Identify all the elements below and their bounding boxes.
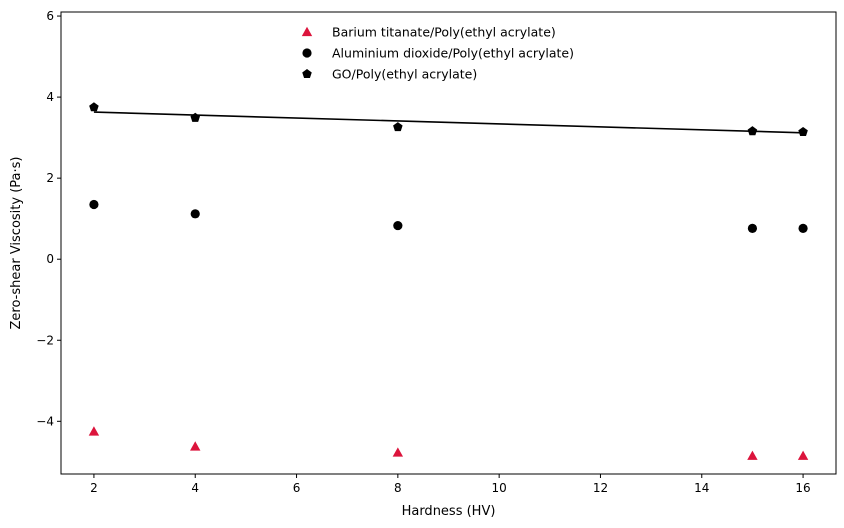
data-marks xyxy=(88,102,809,460)
point-aluminium-dioxide-poly-ethyl-acrylate xyxy=(393,220,403,231)
y-tick-label: 6 xyxy=(46,9,54,23)
legend-label: Aluminium dioxide/Poly(ethyl acrylate) xyxy=(332,46,574,61)
x-tick-label: 6 xyxy=(293,481,301,495)
point-barium-titanate-poly-ethyl-acrylate xyxy=(88,426,100,436)
x-tick-label: 10 xyxy=(492,481,507,495)
point-go-poly-ethyl-acrylate xyxy=(190,112,200,122)
point-aluminium-dioxide-poly-ethyl-acrylate xyxy=(190,209,200,219)
legend-marker-aluminium-dioxide-poly-ethyl-acrylate xyxy=(302,48,312,58)
y-axis-label: Zero-shear Viscosity (Pa·s) xyxy=(9,157,24,330)
point-barium-titanate-poly-ethyl-acrylate xyxy=(797,450,809,460)
x-tick-label: 8 xyxy=(394,481,402,495)
legend-marker-go-poly-ethyl-acrylate xyxy=(302,69,312,79)
legend-marker-barium-titanate-poly-ethyl-acrylate xyxy=(301,26,313,37)
legend: Barium titanate/Poly(ethyl acrylate) Alum… xyxy=(301,25,574,82)
legend-label: GO/Poly(ethyl acrylate) xyxy=(332,67,477,82)
point-barium-titanate-poly-ethyl-acrylate xyxy=(747,450,758,460)
y-tick-label: −4 xyxy=(36,414,54,428)
y-tick-label: 0 xyxy=(46,252,54,266)
point-barium-titanate-poly-ethyl-acrylate xyxy=(392,447,404,457)
point-aluminium-dioxide-poly-ethyl-acrylate xyxy=(89,199,99,210)
y-tick-label: 2 xyxy=(46,171,54,185)
point-barium-titanate-poly-ethyl-acrylate xyxy=(190,441,201,451)
point-go-poly-ethyl-acrylate xyxy=(393,122,403,132)
x-tick-label: 2 xyxy=(90,481,98,495)
legend-label: Barium titanate/Poly(ethyl acrylate) xyxy=(332,25,556,40)
point-go-poly-ethyl-acrylate xyxy=(89,102,99,112)
fit-line xyxy=(93,111,804,134)
y-axis: −4 −2 0 2 4 6 xyxy=(36,9,61,428)
plot-area xyxy=(60,11,837,475)
x-tick-label: 4 xyxy=(191,481,199,495)
point-aluminium-dioxide-poly-ethyl-acrylate xyxy=(747,223,758,234)
point-go-poly-ethyl-acrylate xyxy=(798,126,808,137)
x-axis-label: Hardness (HV) xyxy=(402,504,496,519)
x-tick-label: 14 xyxy=(694,481,709,495)
x-tick-label: 12 xyxy=(593,481,608,495)
y-tick-label: −2 xyxy=(36,333,54,347)
x-axis: 2 4 6 8 10 12 14 16 xyxy=(90,474,811,495)
point-aluminium-dioxide-poly-ethyl-acrylate xyxy=(798,223,808,234)
x-tick-label: 16 xyxy=(795,481,810,495)
y-tick-label: 4 xyxy=(46,90,54,104)
point-go-poly-ethyl-acrylate xyxy=(747,126,758,136)
